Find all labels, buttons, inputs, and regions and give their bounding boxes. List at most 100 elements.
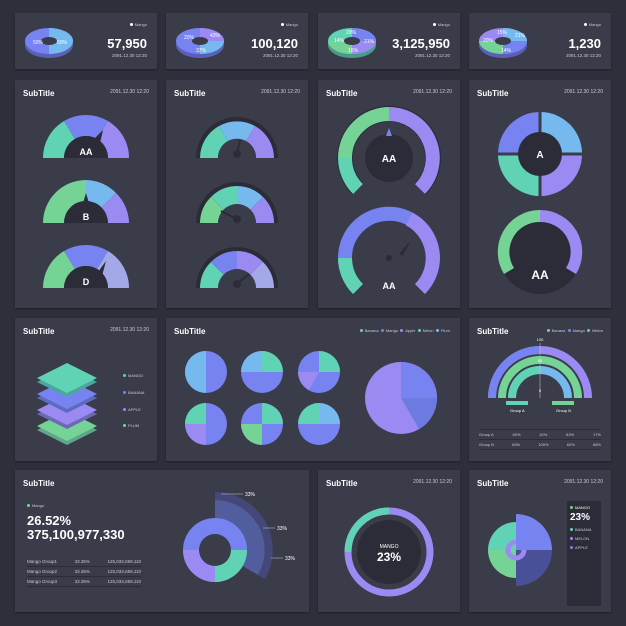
stat-value: 100,120 (251, 36, 298, 51)
svg-text:100: 100 (537, 337, 544, 342)
gauge-card-3: SubTitle 2091.12.30 12:20 AA AA (318, 80, 460, 308)
ring-card: SubTitle 2091.12.30 12:20 MANGO 23% (318, 470, 460, 612)
arc-gauge-1: AA (337, 105, 441, 195)
arc-gauges: AA AA (337, 105, 441, 294)
pie-charts (185, 351, 437, 445)
card-date: 2091.12.30 12:20 (413, 479, 452, 485)
svg-text:Group B: Group B (556, 408, 571, 413)
stat-date: 2091.12.30 12:20 (111, 53, 147, 58)
ring-gauge-2: AA (497, 209, 583, 294)
rose-card: SubTitle 2091.12.30 12:20 MANGO 23% BANA… (469, 470, 611, 612)
gauge-charts: AA B D (42, 114, 130, 288)
donut-chart-icon: 20% 43% 37% (176, 28, 224, 58)
stat-card-2: 20% 43% 37% Mango 100,120 2091.12.30 12:… (166, 13, 308, 69)
stat-date: 2091.12.30 12:20 (262, 53, 298, 58)
list-item: Mango Group1 33.35% 125,033,659,110 (27, 557, 141, 567)
stat-card-4: 15% 21% 20% 14% Mango 1,230 2091.12.30 1… (469, 13, 611, 69)
card-title: SubTitle (23, 327, 55, 336)
stat-value: 3,125,950 (392, 36, 450, 51)
svg-text:MANGO: MANGO (380, 544, 399, 550)
card-title: SubTitle (326, 479, 358, 488)
list-item: Mango Group2 33.35% 125,033,659,110 (27, 567, 141, 577)
arc-gauge-2: AA (338, 206, 440, 294)
percent-value: 26.52% (27, 513, 72, 528)
semi-donut-chart: 100 50 0 Group A Group B (488, 337, 592, 413)
stat-date: 2091.12.30 12:20 (414, 53, 450, 58)
rose-value: 23% (570, 512, 591, 523)
gauge-card-4: SubTitle 2091.12.30 12:20 A AA (469, 80, 611, 308)
table-row: Group A 60% 42% 83% 17% (479, 429, 601, 440)
group-list: Mango Group1 33.35% 125,033,659,110 Mango … (27, 557, 141, 587)
card-title: SubTitle (23, 89, 55, 98)
donut-chart-icon: 50% 50% (25, 28, 73, 58)
svg-text:43%: 43% (210, 33, 221, 39)
stat-date: 2091.12.30 12:20 (565, 53, 601, 58)
svg-text:20%: 20% (184, 35, 195, 41)
stat-card-1: 50% 50% Mango 57,950 2091.12.30 12:20 (15, 13, 157, 69)
stat-card-3: 20% 21% 14% 16% Mango 3,125,950 2091.12.… (318, 13, 460, 69)
exploded-donut-chart: 33% 33% 33% (183, 492, 296, 582)
list-item: Mango Group3 33.35% 125,033,659,110 (27, 577, 141, 587)
legend: Banana Mango Apple Melon Plum (359, 328, 450, 333)
needle-gauge-3 (196, 247, 278, 288)
card-title: SubTitle (477, 479, 509, 488)
card-title: SubTitle (174, 89, 206, 98)
progress-ring-chart: MANGO 23% (344, 507, 434, 597)
layer-stack-chart (37, 363, 97, 445)
group-table: Group A 60% 42% 83% 17% Group B 63% 100% 62% 68% (479, 429, 601, 450)
svg-text:33%: 33% (285, 556, 296, 562)
svg-text:33%: 33% (245, 492, 256, 498)
svg-text:0: 0 (539, 388, 542, 393)
gauge-b: B (43, 180, 129, 223)
donut-chart-icon: 15% 21% 20% 14% (479, 28, 527, 58)
card-date: 2091.12.30 12:20 (110, 89, 149, 95)
gauge-card-2: SubTitle 2091.12.30 12:20 (166, 80, 308, 308)
legend-panel: MANGO 23% BANANA MELON APPLE (567, 501, 601, 606)
stats-card: SubTitle Mango 26.52% 375,100,977,330 Ma… (15, 470, 309, 612)
svg-text:50%: 50% (57, 40, 68, 46)
card-date: 2091.12.30 12:20 (564, 479, 603, 485)
svg-text:23%: 23% (377, 550, 401, 564)
svg-text:A: A (536, 150, 543, 161)
card-title: SubTitle (477, 89, 509, 98)
card-title: SubTitle (326, 89, 358, 98)
svg-text:D: D (83, 277, 90, 287)
svg-text:AA: AA (80, 147, 93, 157)
gauge-d: D (42, 244, 130, 288)
layers-card: SubTitle 2091.12.30 12:20 MANGO BANANA A… (15, 318, 157, 461)
svg-text:50%: 50% (33, 40, 44, 46)
svg-text:50: 50 (538, 358, 543, 363)
legend: Mango (129, 22, 147, 27)
card-title: SubTitle (23, 479, 55, 488)
svg-text:AA: AA (383, 281, 396, 291)
donut-chart-icon: 20% 21% 14% 16% (328, 28, 376, 58)
svg-text:21%: 21% (364, 39, 375, 45)
semi-donut-card: SubTitle Banana Mango Melon 100 50 0 Gro… (469, 318, 611, 461)
svg-text:AA: AA (531, 268, 549, 282)
stat-value: 57,950 (107, 36, 147, 51)
table-row: Group B 63% 100% 62% 68% (479, 440, 601, 450)
svg-text:16%: 16% (348, 48, 359, 54)
card-date: 2091.12.30 12:20 (413, 89, 452, 95)
card-date: 2091.12.30 12:20 (110, 327, 149, 333)
svg-text:37%: 37% (196, 48, 207, 54)
svg-text:21%: 21% (515, 33, 526, 39)
svg-text:20%: 20% (483, 38, 494, 44)
stat-value: 1,230 (568, 36, 601, 51)
gauge-card-1: SubTitle 2091.12.30 12:20 AA B D (15, 80, 157, 308)
svg-text:B: B (83, 212, 90, 222)
card-date: 2091.12.30 12:20 (564, 89, 603, 95)
needle-gauge-2 (196, 182, 278, 223)
card-title: SubTitle (477, 327, 509, 336)
needle-gauge-1 (196, 117, 278, 158)
svg-text:14%: 14% (501, 48, 512, 54)
needle-gauges (196, 117, 278, 288)
total-value: 375,100,977,330 (27, 527, 125, 542)
gauge-aa: AA (42, 114, 130, 158)
pies-card: SubTitle Banana Mango Apple Melon Plum (166, 318, 460, 461)
svg-text:14%: 14% (334, 38, 345, 44)
rose-chart (488, 514, 552, 586)
svg-text:15%: 15% (497, 30, 508, 36)
card-date: 2091.12.30 12:20 (261, 89, 300, 95)
svg-text:AA: AA (382, 154, 396, 165)
